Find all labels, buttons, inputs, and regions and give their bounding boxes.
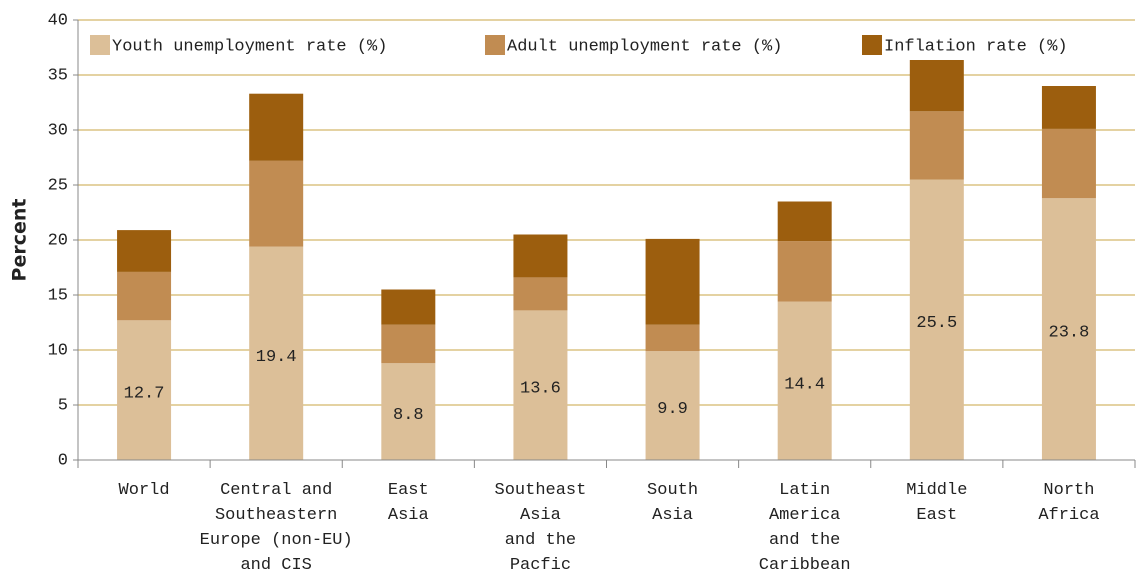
- x-tick-label-line: World: [119, 481, 170, 500]
- bar-segment: [117, 320, 172, 460]
- x-tick-label-line: Pacfic: [510, 556, 571, 575]
- data-label: 25.5: [916, 314, 957, 333]
- bar-segment: [513, 310, 568, 460]
- y-axis-label: Percent: [9, 199, 31, 282]
- bar-segment: [777, 301, 832, 460]
- bar-segment: [777, 201, 832, 242]
- data-label: 23.8: [1049, 324, 1090, 343]
- x-tick-label-line: and the: [769, 531, 840, 550]
- bar-segment: [645, 324, 700, 352]
- bar-segment: [249, 246, 304, 460]
- x-tick-label: World: [119, 481, 170, 500]
- data-label: 19.4: [256, 348, 297, 367]
- bar-segment: [1041, 128, 1096, 199]
- legend-swatch: [862, 35, 882, 55]
- x-tick-label-line: and the: [505, 531, 576, 550]
- x-tick-label: Latin America and the Caribbean: [759, 481, 851, 575]
- legend-swatch: [90, 35, 110, 55]
- x-tick-label-line: Southeastern: [215, 506, 337, 525]
- x-tick-label-line: Middle: [906, 481, 967, 500]
- x-tick-label-line: Caribbean: [759, 556, 851, 575]
- x-tick-label-line: South: [647, 481, 698, 500]
- x-tick-label: Central and Southeastern Europe (non-EU) an…: [200, 481, 353, 575]
- x-tick-label-line: Central and: [220, 481, 332, 500]
- x-tick-label-line: Asia: [652, 506, 693, 525]
- x-tick-label-line: Africa: [1038, 506, 1099, 525]
- legend-label: Adult unemployment rate (%): [507, 37, 782, 56]
- x-tick-label-line: Latin: [779, 481, 830, 500]
- x-tick-label-line: Europe (non-EU): [200, 531, 353, 550]
- bar-segment: [249, 160, 304, 247]
- legend-background: [84, 30, 1081, 60]
- y-tick-label: 0: [58, 451, 68, 470]
- x-tick-label: Southeast Asia and the Pacfic: [495, 481, 587, 575]
- bar-segment: [645, 351, 700, 460]
- bar-segment: [381, 324, 436, 364]
- bar-segment: [909, 111, 964, 180]
- y-tick-label: 5: [58, 396, 68, 415]
- y-tick-label: 10: [48, 341, 68, 360]
- x-tick-label: South Asia: [647, 481, 698, 525]
- y-tick-label: 15: [48, 286, 68, 305]
- data-label: 9.9: [657, 400, 688, 419]
- y-tick-label: 35: [48, 66, 68, 85]
- y-tick-label: 25: [48, 176, 68, 195]
- data-label: 12.7: [124, 385, 165, 404]
- data-label: 14.4: [784, 375, 825, 394]
- x-tick-label-line: East: [388, 481, 429, 500]
- bar-segment: [513, 234, 568, 278]
- data-label: 13.6: [520, 380, 561, 399]
- legend-label: Inflation rate (%): [884, 37, 1068, 56]
- data-label: 8.8: [393, 406, 424, 425]
- bar-segment: [909, 58, 964, 112]
- bar-segment: [777, 241, 832, 302]
- legend-swatch: [485, 35, 505, 55]
- x-tick-label-line: North: [1043, 481, 1094, 500]
- x-tick-label-line: Asia: [520, 506, 561, 525]
- y-tick-label: 20: [48, 231, 68, 250]
- legend-label: Youth unemployment rate (%): [112, 37, 387, 56]
- x-tick-label-line: and CIS: [240, 556, 311, 575]
- bar-segment: [1041, 86, 1096, 129]
- x-tick-label: East Asia: [388, 481, 429, 525]
- bar-segment: [117, 271, 172, 321]
- x-tick-label: North Africa: [1038, 481, 1099, 525]
- bar-segment: [381, 363, 436, 460]
- x-tick-label-line: Asia: [388, 506, 429, 525]
- y-tick-label: 40: [48, 11, 68, 30]
- bar-segment: [249, 93, 304, 161]
- bar-segment: [1041, 198, 1096, 460]
- bar-segment: [513, 277, 568, 311]
- x-tick-label: Middle East: [906, 481, 967, 525]
- x-tick-label-line: Southeast: [495, 481, 587, 500]
- bar-segment: [645, 238, 700, 325]
- bar-segment: [117, 230, 172, 272]
- y-tick-label: 30: [48, 121, 68, 140]
- x-tick-label-line: America: [769, 506, 840, 525]
- bar-segment: [909, 179, 964, 460]
- x-tick-label-line: East: [916, 506, 957, 525]
- bar-segment: [381, 289, 436, 325]
